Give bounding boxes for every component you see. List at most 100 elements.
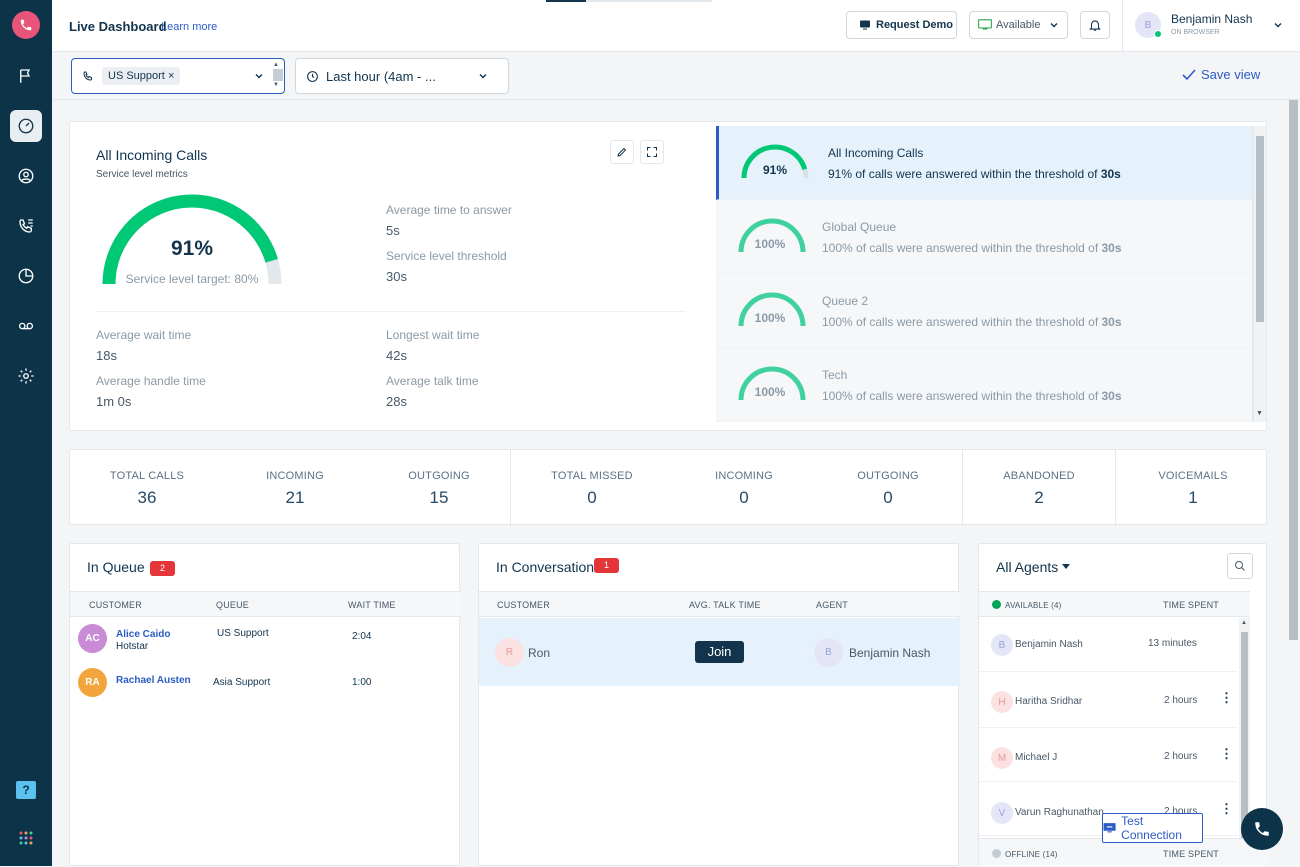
avg-wait-label: Average wait time bbox=[96, 328, 192, 342]
request-demo-button[interactable]: Request Demo bbox=[846, 11, 957, 39]
app-grid-icon[interactable] bbox=[10, 822, 42, 854]
list-item[interactable]: H Haritha Sridhar 2 hours ⋮ bbox=[979, 674, 1237, 728]
voicemail-icon[interactable] bbox=[10, 310, 42, 342]
time-spent: 2 hours bbox=[1164, 751, 1198, 762]
avg-talk-label: Average talk time bbox=[386, 374, 479, 388]
avatar: B bbox=[991, 634, 1013, 656]
stat-total-calls: TOTAL CALLS 36 bbox=[109, 470, 185, 507]
queue-gauge bbox=[738, 366, 806, 401]
dashboard-gauge-icon[interactable] bbox=[10, 110, 42, 142]
queue-row[interactable]: 100% Tech 100% of calls were answered wi… bbox=[716, 348, 1252, 422]
scroll-up-arrow[interactable]: ▲ bbox=[1241, 620, 1247, 626]
time-spent: 2 hours bbox=[1164, 806, 1198, 817]
phone-logo-icon[interactable] bbox=[12, 11, 40, 39]
queue-name: All Incoming Calls bbox=[828, 146, 924, 160]
in-conversation-panel: In Conversation 1 CUSTOMER AVG. TALK TIM… bbox=[478, 543, 960, 866]
queue-gauge bbox=[741, 144, 809, 179]
filter-bar: US Support × ▲ ▼ Last hour (4am - ... Sa… bbox=[52, 52, 1300, 100]
queue-row[interactable]: 100% Queue 2 100% of calls were answered… bbox=[716, 274, 1252, 348]
notifications-bell-icon[interactable] bbox=[1080, 11, 1110, 39]
customer-name[interactable]: Rachael Austen bbox=[116, 675, 191, 686]
agent-name: Benjamin Nash bbox=[849, 646, 931, 660]
queue-list-scrollbar-thumb[interactable] bbox=[1256, 136, 1264, 322]
availability-dropdown[interactable]: Available bbox=[969, 11, 1068, 39]
queue-percent: 91% bbox=[762, 163, 788, 177]
avatar: H bbox=[991, 691, 1013, 713]
time-spent: 2 hours bbox=[1164, 695, 1198, 706]
queue-filter-select[interactable]: US Support × ▲ ▼ bbox=[71, 58, 285, 94]
expand-icon[interactable] bbox=[640, 140, 664, 164]
scroll-down-arrow[interactable]: ▼ bbox=[1256, 410, 1263, 417]
user-name[interactable]: Benjamin Nash bbox=[1171, 12, 1253, 26]
in-conversation-count-badge: 1 bbox=[594, 558, 619, 573]
queue-gauge bbox=[738, 218, 806, 253]
conversation-row[interactable]: R Ron Join B Benjamin Nash bbox=[479, 618, 960, 686]
more-options-icon[interactable]: ⋮ bbox=[1220, 801, 1233, 816]
flag-icon[interactable] bbox=[10, 60, 42, 92]
agent-name: Haritha Sridhar bbox=[1015, 696, 1083, 707]
service-level-target: Service level target: 80% bbox=[125, 272, 259, 286]
learn-more-link[interactable]: Learn more bbox=[161, 21, 218, 33]
save-view-button[interactable]: Save view bbox=[1182, 67, 1260, 82]
queue-desc: 100% of calls were answered within the t… bbox=[822, 389, 1122, 403]
reports-pie-icon[interactable] bbox=[10, 260, 42, 292]
threshold-value: 30s bbox=[386, 269, 407, 284]
more-options-icon[interactable]: ⋮ bbox=[1220, 690, 1233, 705]
list-item[interactable]: M Michael J 2 hours ⋮ bbox=[979, 728, 1237, 782]
page-scrollbar-thumb[interactable] bbox=[1289, 100, 1298, 640]
service-level-card: All Incoming Calls Service level metrics… bbox=[69, 121, 1267, 431]
queue-tag: US Support × bbox=[102, 67, 181, 85]
phone-icon bbox=[1255, 822, 1269, 836]
stat-voicemails: VOICEMAILS 1 bbox=[1158, 470, 1228, 507]
join-button[interactable]: Join bbox=[695, 641, 744, 663]
threshold-label: Service level threshold bbox=[386, 249, 507, 263]
avg-answer-value: 5s bbox=[386, 223, 400, 238]
edit-pencil-icon[interactable] bbox=[610, 140, 634, 164]
settings-gear-icon[interactable] bbox=[10, 360, 42, 392]
agents-filter-dropdown[interactable]: All Agents bbox=[996, 559, 1071, 575]
time-range-select[interactable]: Last hour (4am - ... bbox=[295, 58, 509, 94]
in-conversation-title: In Conversation bbox=[496, 559, 595, 575]
offline-dot bbox=[992, 849, 1001, 858]
chevron-down-icon[interactable] bbox=[254, 71, 264, 81]
more-options-icon[interactable]: ⋮ bbox=[1220, 746, 1233, 761]
queue-name: Global Queue bbox=[822, 220, 897, 234]
agents-scrollbar-thumb[interactable] bbox=[1241, 632, 1248, 842]
queue-percent: 100% bbox=[754, 385, 786, 399]
longest-wait-label: Longest wait time bbox=[386, 328, 480, 342]
queue-row[interactable]: 91% All Incoming Calls 91% of calls were… bbox=[716, 126, 1252, 200]
customer-company: Hotstar bbox=[116, 641, 149, 652]
in-queue-header: CUSTOMER QUEUE WAIT TIME bbox=[70, 591, 461, 617]
list-item[interactable]: B Benjamin Nash 13 minutes bbox=[979, 618, 1237, 672]
chevron-down-icon[interactable] bbox=[1273, 20, 1283, 30]
customer-name[interactable]: Alice Caido bbox=[116, 629, 171, 640]
stat-total-missed: TOTAL MISSED 0 bbox=[551, 470, 633, 507]
agent-name: Varun Raghunathan bbox=[1015, 807, 1104, 818]
customer-name: Ron bbox=[528, 646, 551, 660]
avatar: V bbox=[991, 802, 1013, 824]
test-connection-button[interactable]: Test Connection bbox=[1102, 813, 1203, 843]
queue-icon bbox=[83, 71, 92, 81]
call-fab-button[interactable] bbox=[1241, 808, 1283, 850]
monitor-check-icon bbox=[1103, 823, 1116, 833]
check-icon bbox=[1182, 68, 1196, 80]
agents-list: B Benjamin Nash 13 minutes H Haritha Sri… bbox=[979, 618, 1239, 838]
avg-answer-label: Average time to answer bbox=[386, 203, 512, 217]
service-level-gauge bbox=[102, 194, 282, 285]
queue-desc: 91% of calls were answered within the th… bbox=[828, 167, 1121, 181]
service-card-subtitle: Service level metrics bbox=[96, 169, 188, 180]
queue-percent: 100% bbox=[754, 237, 786, 251]
contact-icon[interactable] bbox=[10, 160, 42, 192]
call-log-icon[interactable] bbox=[10, 210, 42, 242]
select-scroll-arrows[interactable]: ▲ ▼ bbox=[273, 61, 283, 91]
queue-name: Asia Support bbox=[213, 677, 271, 688]
help-icon[interactable]: ? bbox=[10, 774, 42, 806]
search-icon[interactable] bbox=[1227, 553, 1253, 579]
agent-name: Michael J bbox=[1015, 752, 1058, 763]
queue-row[interactable]: 100% Global Queue 100% of calls were ans… bbox=[716, 200, 1252, 274]
stat-missed-incoming: INCOMING 0 bbox=[715, 470, 773, 507]
avg-wait-value: 18s bbox=[96, 348, 117, 363]
remove-tag-icon[interactable]: × bbox=[167, 70, 175, 82]
user-sub-status: ON BROWSER bbox=[1171, 29, 1220, 36]
wait-time: 1:00 bbox=[352, 677, 372, 688]
